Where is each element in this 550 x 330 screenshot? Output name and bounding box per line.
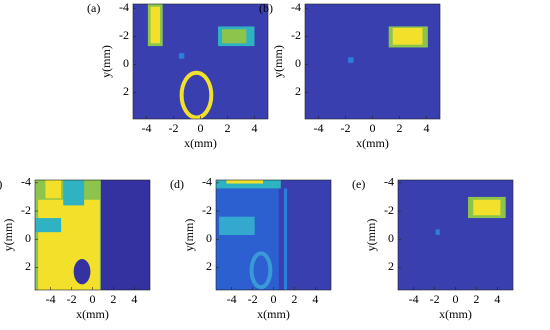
x-tick-label: -2	[341, 121, 351, 135]
x-tick-label: -2	[169, 121, 179, 135]
y-tick-label: 2	[388, 259, 394, 273]
x-axis-label: x(mm)	[257, 307, 290, 321]
y-tick-label: -2	[291, 28, 301, 42]
x-tick-label: -4	[142, 121, 152, 135]
y-tick-label: 0	[25, 231, 31, 245]
x-tick-label: 4	[494, 292, 500, 306]
x-tick-label: 2	[110, 292, 116, 306]
x-tick-label: 2	[291, 292, 297, 306]
y-tick-label: 2	[295, 84, 301, 98]
x-tick-label: 4	[252, 121, 258, 135]
image-region	[35, 218, 62, 233]
y-axis-label: y(mm)	[1, 219, 15, 252]
x-axis-label: x(mm)	[184, 136, 217, 150]
image-region	[45, 180, 62, 199]
y-axis-label: y(mm)	[364, 219, 378, 252]
image	[35, 180, 150, 290]
image-region	[222, 29, 247, 44]
image-region	[178, 53, 185, 59]
panel: -4 -2 0 2 4 -4 -2 0 2 x(mm) y(mm) (b)	[259, 0, 441, 150]
image-region	[73, 258, 91, 285]
panel: -4 -2 0 2 4 -4 -2 0 2 x(mm) y(mm) (a)	[87, 0, 269, 150]
image-region	[100, 180, 150, 290]
y-tick-label: -4	[119, 0, 129, 14]
y-tick-label: 2	[25, 259, 31, 273]
x-tick-label: 4	[131, 292, 137, 306]
x-axis-label: x(mm)	[439, 307, 472, 321]
y-axis-label: y(mm)	[182, 219, 196, 252]
panel-label: (a)	[87, 1, 100, 15]
y-axis-label: y(mm)	[99, 45, 113, 78]
x-tick-label: -2	[67, 292, 77, 306]
x-tick-label: 0	[198, 121, 204, 135]
image-ring	[249, 251, 273, 290]
x-tick-label: -2	[430, 292, 440, 306]
image-region	[150, 6, 160, 44]
y-tick-label: -2	[202, 203, 212, 217]
x-tick-label: 0	[90, 292, 96, 306]
x-axis-label: x(mm)	[356, 136, 389, 150]
y-tick-label: 0	[123, 56, 129, 70]
image-background	[398, 180, 513, 290]
image-region	[392, 27, 423, 45]
x-tick-label: -2	[248, 292, 258, 306]
x-tick-label: 2	[225, 121, 231, 135]
image-region	[38, 199, 100, 290]
x-tick-label: 2	[397, 121, 403, 135]
y-axis-label: y(mm)	[271, 45, 285, 78]
x-tick-label: 2	[473, 292, 479, 306]
image	[305, 4, 440, 119]
image	[398, 180, 513, 290]
y-tick-label: 0	[206, 231, 212, 245]
image-region	[283, 188, 288, 290]
y-tick-label: -4	[21, 175, 31, 189]
image	[133, 4, 268, 119]
y-tick-label: 2	[206, 259, 212, 273]
x-tick-label: -4	[314, 121, 324, 135]
x-axis-label: x(mm)	[76, 307, 109, 321]
y-tick-label: -4	[202, 175, 212, 189]
x-tick-label: -4	[46, 292, 56, 306]
image-ring	[179, 70, 214, 119]
x-tick-label: -4	[227, 292, 237, 306]
image-region	[63, 180, 85, 206]
image-region	[473, 199, 501, 216]
x-tick-label: 4	[312, 292, 318, 306]
x-tick-label: 0	[453, 292, 459, 306]
y-tick-label: -4	[291, 0, 301, 14]
panel-label: (d)	[170, 177, 184, 191]
image-region	[219, 216, 255, 235]
panel-label: (e)	[352, 177, 365, 191]
y-tick-label: -2	[119, 28, 129, 42]
y-tick-label: -2	[384, 203, 394, 217]
panel-label: (c)	[0, 177, 2, 191]
y-tick-label: -2	[21, 203, 31, 217]
image-region	[226, 180, 264, 184]
y-tick-label: 2	[123, 84, 129, 98]
y-tick-label: 0	[388, 231, 394, 245]
image-region	[348, 57, 354, 63]
x-tick-label: 4	[424, 121, 430, 135]
x-tick-label: 0	[370, 121, 376, 135]
y-tick-label: -4	[384, 175, 394, 189]
x-tick-label: 0	[271, 292, 277, 306]
x-tick-label: -4	[409, 292, 419, 306]
panel-label: (b)	[259, 1, 273, 15]
y-tick-label: 0	[295, 56, 301, 70]
image-background	[305, 4, 440, 119]
image	[216, 180, 331, 290]
image-region	[435, 229, 440, 235]
image-region	[216, 180, 281, 189]
